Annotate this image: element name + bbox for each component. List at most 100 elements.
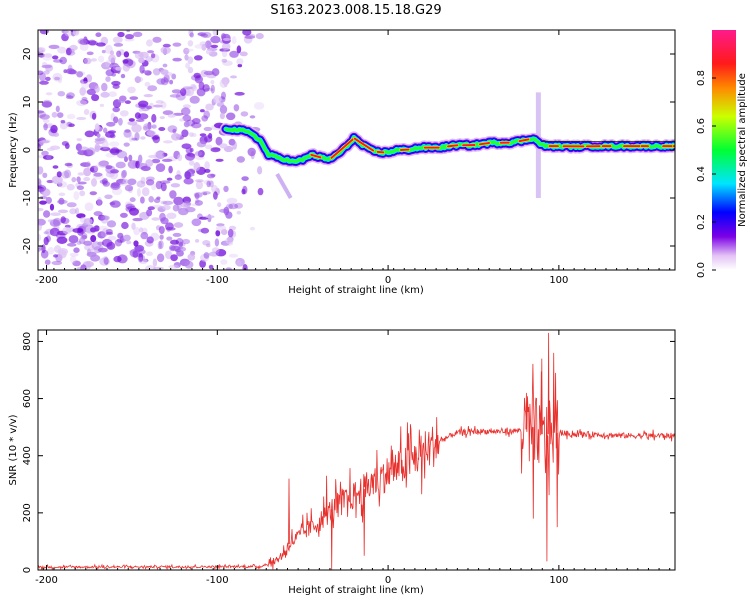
- spectrogram-noise-blob: [122, 63, 130, 72]
- spectrogram-noise-blob: [105, 231, 114, 236]
- spectrogram-noise-blob: [41, 99, 53, 108]
- spectrogram-noise-blob: [138, 257, 143, 263]
- snr-ticks: -200 -100 0 100 0 200 400 600 800: [22, 330, 675, 586]
- spectrogram-noise-blob: [146, 209, 153, 217]
- spectrogram-noise-blob: [205, 49, 213, 55]
- spectrogram-noise-blob: [135, 246, 143, 251]
- spectrogram-noise-blob: [201, 31, 212, 39]
- spectrogram-noise-blob: [228, 203, 239, 210]
- spectrogram-noise-blob: [50, 212, 61, 216]
- spectrogram-branch: [275, 173, 293, 199]
- spectrogram-noise-blob: [147, 85, 158, 92]
- spectrogram-noise-blob: [79, 146, 89, 152]
- spectrogram-noise-blob: [71, 177, 77, 183]
- spectrogram-noise-blob: [226, 197, 238, 204]
- spectrogram-noise-blob: [194, 44, 205, 49]
- spectrogram-noise-blob: [134, 76, 144, 83]
- spectrogram-noise-blob: [97, 160, 109, 168]
- spectrogram-noise-blob: [169, 94, 181, 98]
- spectrogram-noise-blob: [94, 85, 100, 93]
- spectrogram-noise-blob: [176, 203, 182, 211]
- spectrogram-noise-blob: [91, 241, 101, 251]
- spectrogram-noise-blob: [75, 207, 80, 215]
- spectrogram-noise-blob: [155, 163, 166, 173]
- spectrogram-noise-blob: [69, 252, 79, 257]
- spectrogram-noise-blob: [40, 249, 49, 259]
- spectrogram-noise-blob: [101, 230, 108, 238]
- spectrogram-noise-blob: [210, 79, 215, 85]
- spectrogram-noise-blob: [170, 239, 179, 245]
- spectrogram-xtick-label: -200: [35, 275, 58, 286]
- spectrogram-noise-blob: [201, 115, 209, 122]
- spectrogram-noise-blob: [197, 228, 205, 233]
- spectrogram-noise-blob: [83, 57, 92, 65]
- spectrogram-noise-blob: [81, 81, 89, 90]
- spectrogram-noise-blob: [147, 50, 155, 54]
- spectrogram-noise-blob: [163, 140, 173, 144]
- spectrogram-noise-blob: [106, 241, 116, 250]
- spectrogram-noise-blob: [45, 92, 53, 96]
- spectrogram-noise-blob: [152, 204, 163, 209]
- spectrogram-noise-blob: [179, 118, 185, 122]
- spectrogram-noise-blob: [171, 133, 181, 141]
- spectrogram-noise-blob: [90, 235, 97, 243]
- spectrogram-noise-blob: [127, 178, 137, 186]
- spectrogram-noise-blob: [76, 71, 84, 78]
- spectrogram-noise-blob: [153, 151, 165, 160]
- spectrogram-noise-blob: [211, 68, 220, 77]
- spectrogram-noise-blob: [124, 201, 132, 208]
- spectrogram-noise-blob: [219, 112, 225, 120]
- spectrogram-noise-blob: [216, 223, 225, 227]
- snr-ytick-label: 0: [22, 567, 33, 573]
- spectrogram-noise-blob: [206, 243, 211, 248]
- spectrogram-noise-blob: [195, 239, 200, 243]
- spectrogram-noise-blob: [38, 233, 42, 242]
- spectrogram-noise-blob: [163, 74, 170, 83]
- spectrogram-noise-blob: [112, 36, 123, 44]
- spectrogram-noise-blob: [110, 182, 121, 191]
- spectrogram-noise-blob: [111, 73, 116, 77]
- spectrogram-noise-blob: [215, 136, 223, 146]
- spectrogram-noise-blob: [93, 211, 103, 217]
- spectrogram-noise-blob: [194, 151, 203, 157]
- spectrogram-noise-blob: [73, 191, 80, 201]
- spectrogram-noise-blob: [129, 96, 139, 100]
- spectrogram-noise-blob: [172, 128, 177, 134]
- spectrogram-noise-blob: [221, 42, 231, 51]
- spectrogram-noise-blob: [141, 187, 150, 197]
- spectrogram-noise-blob: [99, 257, 110, 266]
- spectrogram-noise-blob: [86, 147, 96, 156]
- spectrogram-noise-blob: [56, 171, 62, 178]
- spectrogram-noise-blob: [120, 73, 126, 79]
- spectrogram-noise-blob: [202, 240, 211, 246]
- ridge-hot-red: [518, 138, 530, 143]
- spectrogram-noise-blob: [53, 254, 59, 258]
- spectrogram-ylabel: Frequency (Hz): [8, 112, 19, 188]
- spectrogram-noise-blob: [43, 231, 49, 235]
- spectrogram-noise-blob: [43, 70, 50, 75]
- spectrogram-noise-blob: [69, 255, 77, 264]
- spectrogram-noise-blob: [38, 207, 44, 212]
- spectrogram-noise-blob: [47, 219, 54, 223]
- spectrogram-noise-blob: [66, 47, 72, 56]
- spectrogram-noise-blob: [208, 251, 220, 257]
- spectrogram-noise-blob: [205, 103, 214, 111]
- spectrogram-noise-blob: [96, 133, 101, 139]
- spectrogram-noise-blob: [160, 182, 167, 192]
- spectrogram-noise-blob: [244, 35, 256, 39]
- spectrogram-noise-blob: [92, 172, 104, 180]
- spectrogram-noise-blob: [128, 134, 134, 142]
- spectrogram-noise-blob: [105, 165, 113, 170]
- spectrogram-noise-blob: [158, 240, 164, 250]
- spectrogram-noise-blob: [72, 228, 83, 233]
- spectrogram-noise-blob: [240, 111, 249, 117]
- spectrogram-noise-blob: [200, 33, 209, 38]
- spectrogram-noise-blob: [209, 180, 214, 188]
- spectrogram-noise-blob: [191, 122, 202, 129]
- spectrogram-noise-blob: [162, 72, 174, 77]
- spectrogram-noise-blob: [219, 105, 228, 114]
- spectrogram-noise-blob: [231, 36, 237, 45]
- spectrogram-noise-blob: [180, 88, 187, 97]
- spectrogram-noise: [38, 30, 265, 270]
- spectrogram-noise-blob: [110, 147, 120, 156]
